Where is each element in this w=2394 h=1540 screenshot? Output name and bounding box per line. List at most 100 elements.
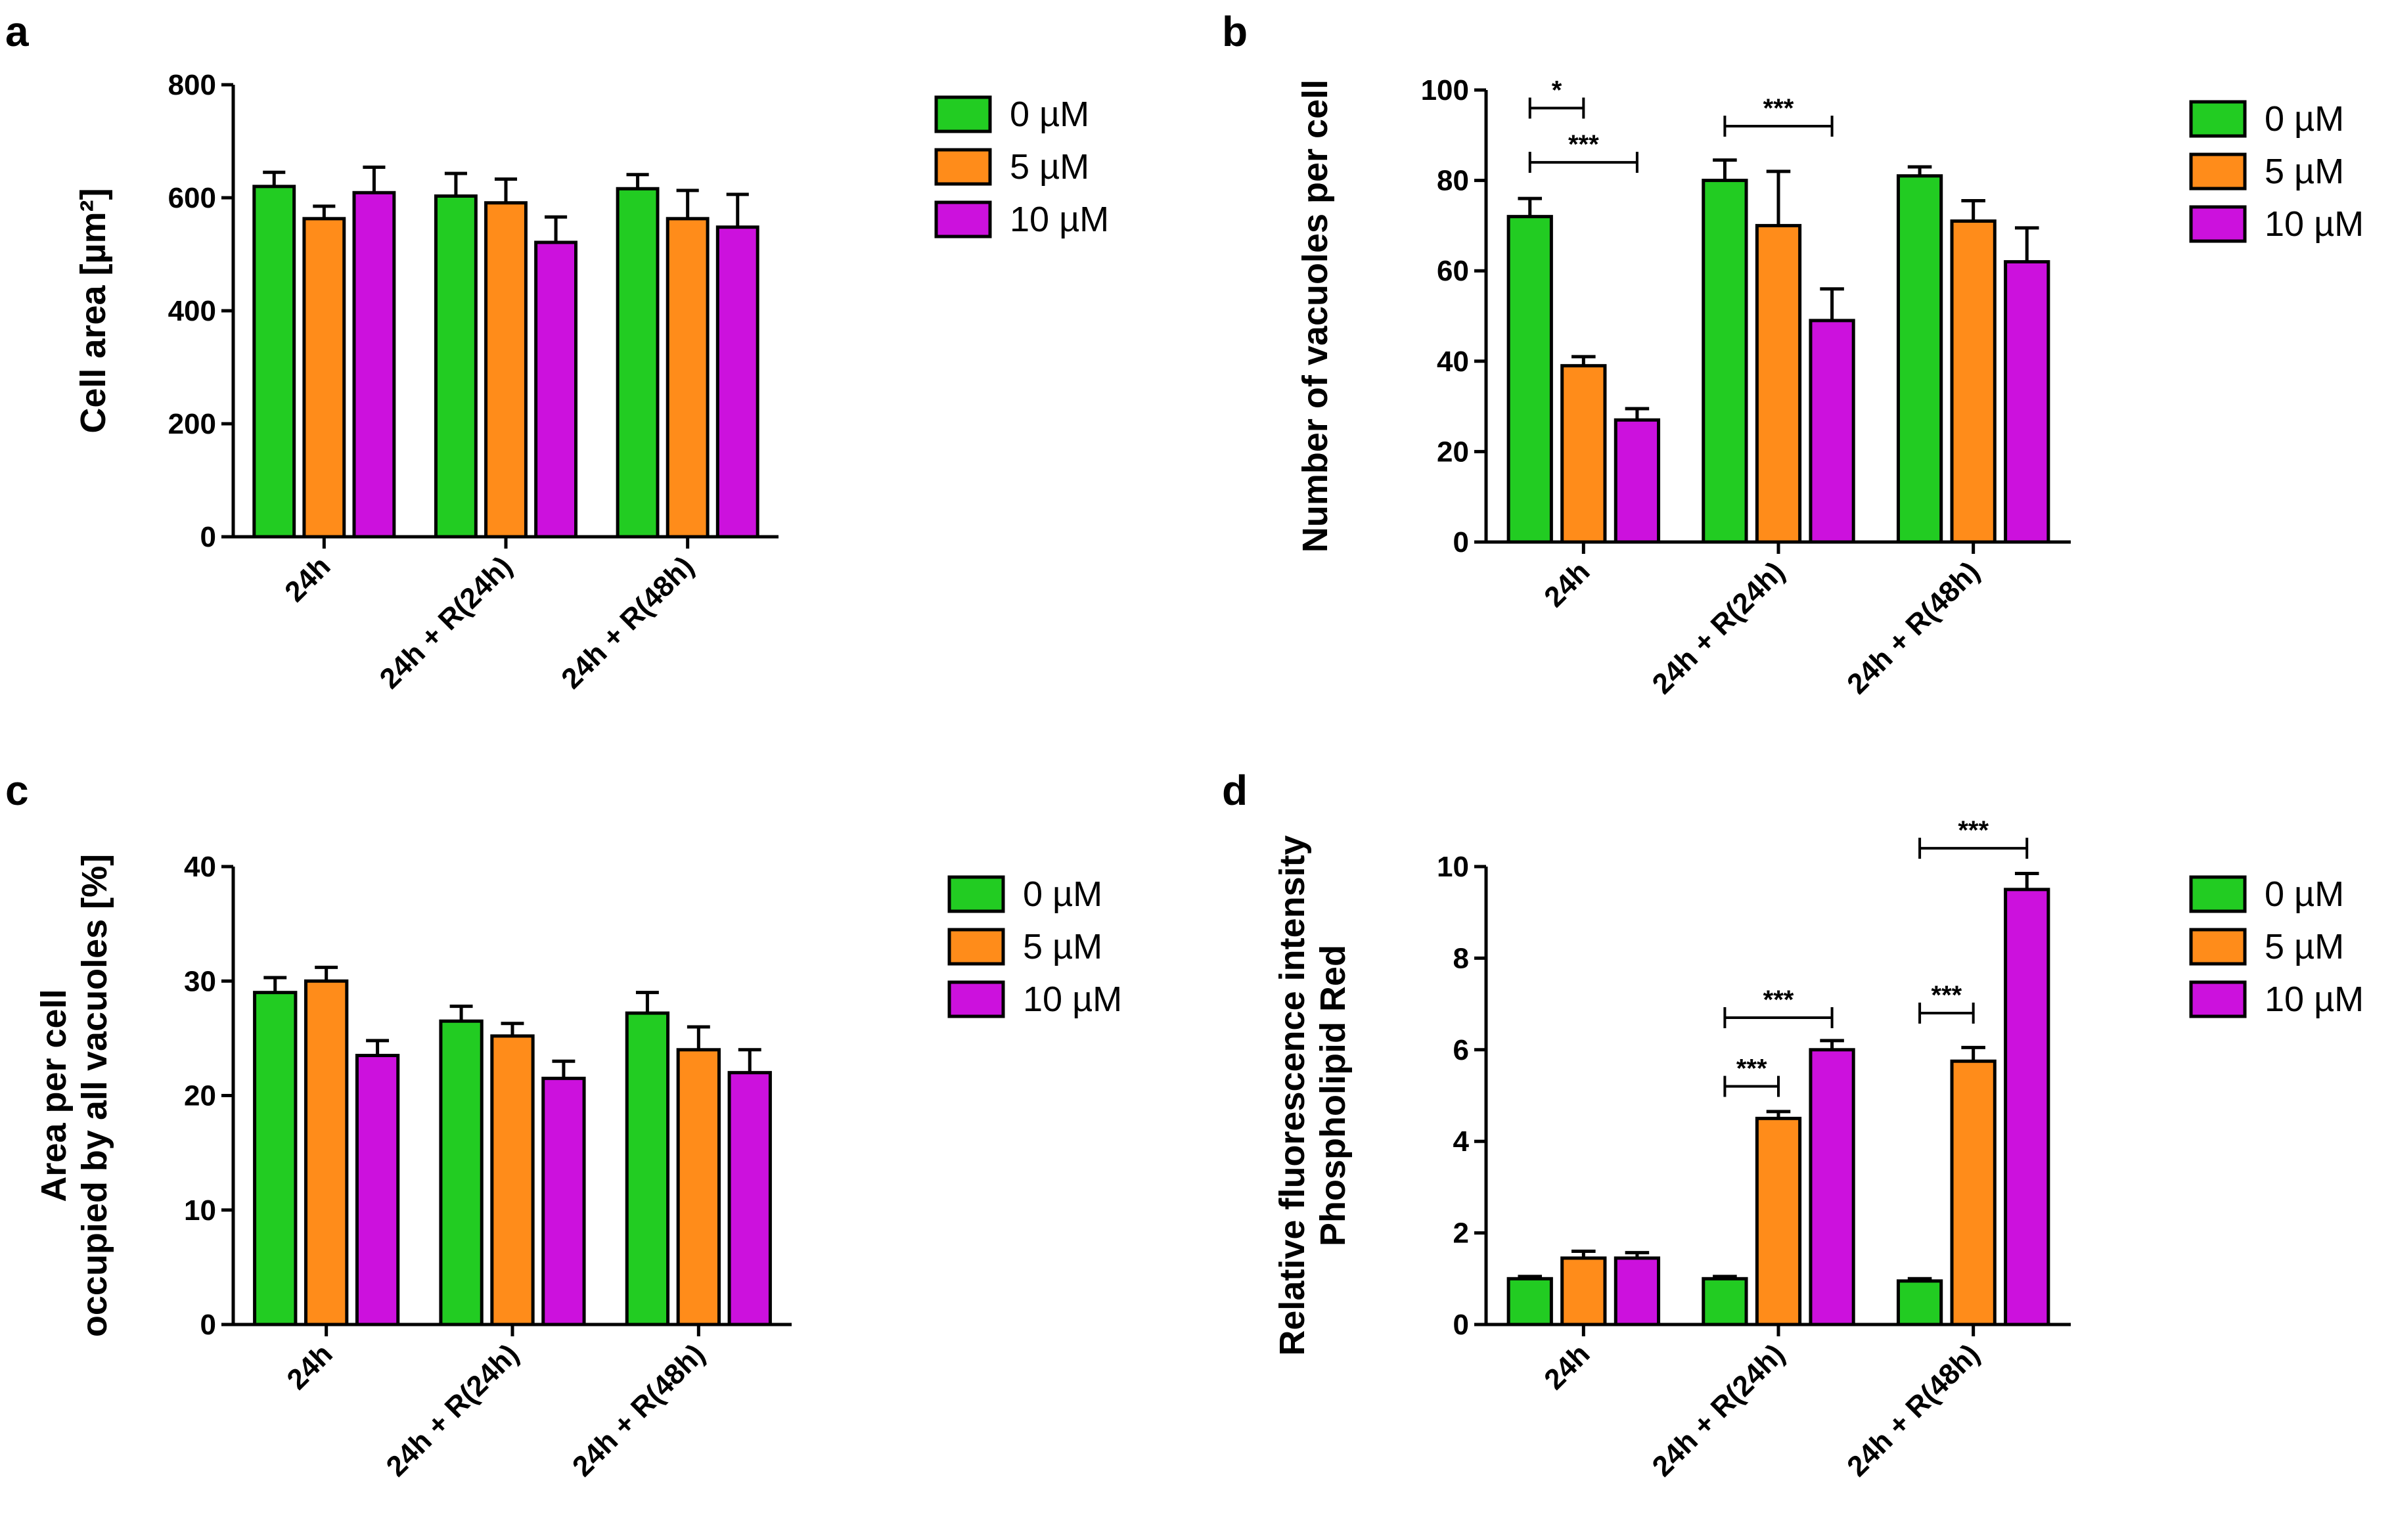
bar-5M-0 xyxy=(1560,1256,1607,1326)
legend-label: 5 µM xyxy=(1010,147,1089,187)
bar-0M-0 xyxy=(253,991,298,1326)
y-axis-label: Relative fluorescence intensity xyxy=(1273,835,1312,1355)
panel-letter: b xyxy=(1222,8,1248,55)
category-label: 24h + R(24h) xyxy=(380,1338,526,1483)
category-label: 24h xyxy=(1538,1338,1596,1395)
bar-10M-0 xyxy=(355,1054,400,1326)
legend-swatch xyxy=(2189,100,2247,138)
legend-label: 10 µM xyxy=(1023,980,1122,1019)
legend-label: 10 µM xyxy=(1010,200,1109,239)
y-tick-label: 8 xyxy=(1453,942,1469,974)
legend-swatch xyxy=(2189,205,2247,243)
bar-10M-2 xyxy=(2004,260,2050,544)
category-label: 24h xyxy=(1538,555,1596,613)
significance-label: *** xyxy=(1568,130,1599,159)
category-label: 24h + R(48h) xyxy=(555,550,700,695)
bar-5M-2 xyxy=(676,1048,721,1326)
y-tick-label: 0 xyxy=(200,1309,216,1341)
bar-0M-2 xyxy=(625,1011,670,1326)
bar-5M-2 xyxy=(1950,1059,1997,1326)
panel-d: d Relative fluorescence intensity Phosphol… xyxy=(1222,767,2364,1483)
y-tick-label: 60 xyxy=(1437,255,1469,287)
panel-a: a Cell area [µm²] 0 200 400 600 800 24h 24h + R(… xyxy=(5,8,1109,695)
legend-swatch xyxy=(934,148,992,186)
bar-10M-0 xyxy=(1614,1256,1661,1326)
y-axis-label: Number of vacuoles per cell xyxy=(1296,79,1335,553)
bar-10M-0 xyxy=(1614,418,1661,544)
bar-5M-1 xyxy=(484,201,528,539)
bar-0M-1 xyxy=(1702,179,1748,544)
y-tick-label: 100 xyxy=(1421,74,1469,106)
bar-0M-0 xyxy=(1506,215,1553,544)
category-label: 24h xyxy=(279,550,336,608)
bar-0M-0 xyxy=(1506,1277,1553,1326)
y-tick-label: 800 xyxy=(168,69,216,101)
category-label: 24h xyxy=(281,1338,338,1395)
y-tick-label: 4 xyxy=(1453,1125,1470,1158)
legend-label: 10 µM xyxy=(2265,980,2364,1019)
category-label: 24h + R(48h) xyxy=(566,1338,711,1483)
bar-0M-2 xyxy=(1896,1279,1943,1326)
category-label: 24h + R(48h) xyxy=(1841,555,1986,700)
significance-label: *** xyxy=(1763,94,1794,123)
bar-10M-2 xyxy=(715,225,759,539)
significance-label: *** xyxy=(1958,816,1989,845)
bar-0M-2 xyxy=(616,187,660,539)
y-tick-label: 0 xyxy=(1453,526,1469,558)
category-label: 24h + R(24h) xyxy=(1646,1338,1792,1483)
y-axis-label: Area per cell xyxy=(34,989,74,1202)
category-label: 24h + R(24h) xyxy=(1646,555,1792,700)
bar-10M-0 xyxy=(352,191,396,539)
y-axis-label: Cell area [µm²] xyxy=(74,188,113,433)
bar-5M-1 xyxy=(490,1034,535,1326)
bar-10M-2 xyxy=(2004,888,2050,1326)
legend-swatch xyxy=(2189,928,2247,966)
bar-0M-0 xyxy=(252,185,296,539)
panel-c: c Area per cell occupied by all vacuoles [… xyxy=(5,767,1122,1483)
y-tick-label: 20 xyxy=(1437,436,1469,468)
bar-5M-1 xyxy=(1755,223,1802,544)
y-axis-label: occupied by all vacuoles [%] xyxy=(75,854,114,1337)
bar-0M-1 xyxy=(1702,1277,1748,1326)
legend-label: 0 µM xyxy=(2265,99,2344,139)
y-tick-label: 30 xyxy=(184,965,216,997)
bar-5M-1 xyxy=(1755,1116,1802,1326)
legend-swatch xyxy=(2189,875,2247,913)
significance-label: *** xyxy=(1931,981,1962,1010)
legend-label: 0 µM xyxy=(1023,874,1102,914)
bar-10M-1 xyxy=(541,1076,586,1326)
y-tick-label: 200 xyxy=(168,408,216,440)
y-tick-label: 80 xyxy=(1437,165,1469,197)
bar-5M-2 xyxy=(666,217,710,539)
legend-label: 0 µM xyxy=(2265,874,2344,914)
legend-label: 0 µM xyxy=(1010,95,1089,134)
bar-0M-2 xyxy=(1896,174,1943,544)
y-tick-label: 40 xyxy=(1437,346,1469,378)
legend-swatch xyxy=(2189,152,2247,191)
y-tick-label: 400 xyxy=(168,295,216,327)
bar-5M-0 xyxy=(302,217,346,539)
bar-5M-0 xyxy=(304,979,349,1326)
significance-label: *** xyxy=(1763,985,1794,1014)
y-tick-label: 20 xyxy=(184,1080,216,1112)
bar-0M-1 xyxy=(434,194,478,539)
y-tick-label: 0 xyxy=(1453,1309,1469,1341)
legend-swatch xyxy=(934,95,992,133)
y-axis-label: Phospholipid Red xyxy=(1313,945,1353,1246)
legend-swatch xyxy=(947,928,1005,966)
y-tick-label: 600 xyxy=(168,182,216,214)
significance-label: * xyxy=(1552,76,1562,105)
y-tick-label: 0 xyxy=(200,521,216,553)
panel-letter: d xyxy=(1222,767,1248,814)
bar-10M-1 xyxy=(1809,1048,1855,1326)
bar-0M-1 xyxy=(439,1019,484,1326)
legend-label: 5 µM xyxy=(2265,927,2344,966)
category-label: 24h + R(48h) xyxy=(1841,1338,1986,1483)
legend-swatch xyxy=(934,200,992,238)
category-label: 24h + R(24h) xyxy=(374,550,519,695)
bar-10M-1 xyxy=(534,240,578,539)
panel-letter: c xyxy=(5,767,29,814)
panel-b: b Number of vacuoles per cell 0 20 40 60 80 100… xyxy=(1222,8,2364,700)
legend-label: 10 µM xyxy=(2265,204,2364,244)
